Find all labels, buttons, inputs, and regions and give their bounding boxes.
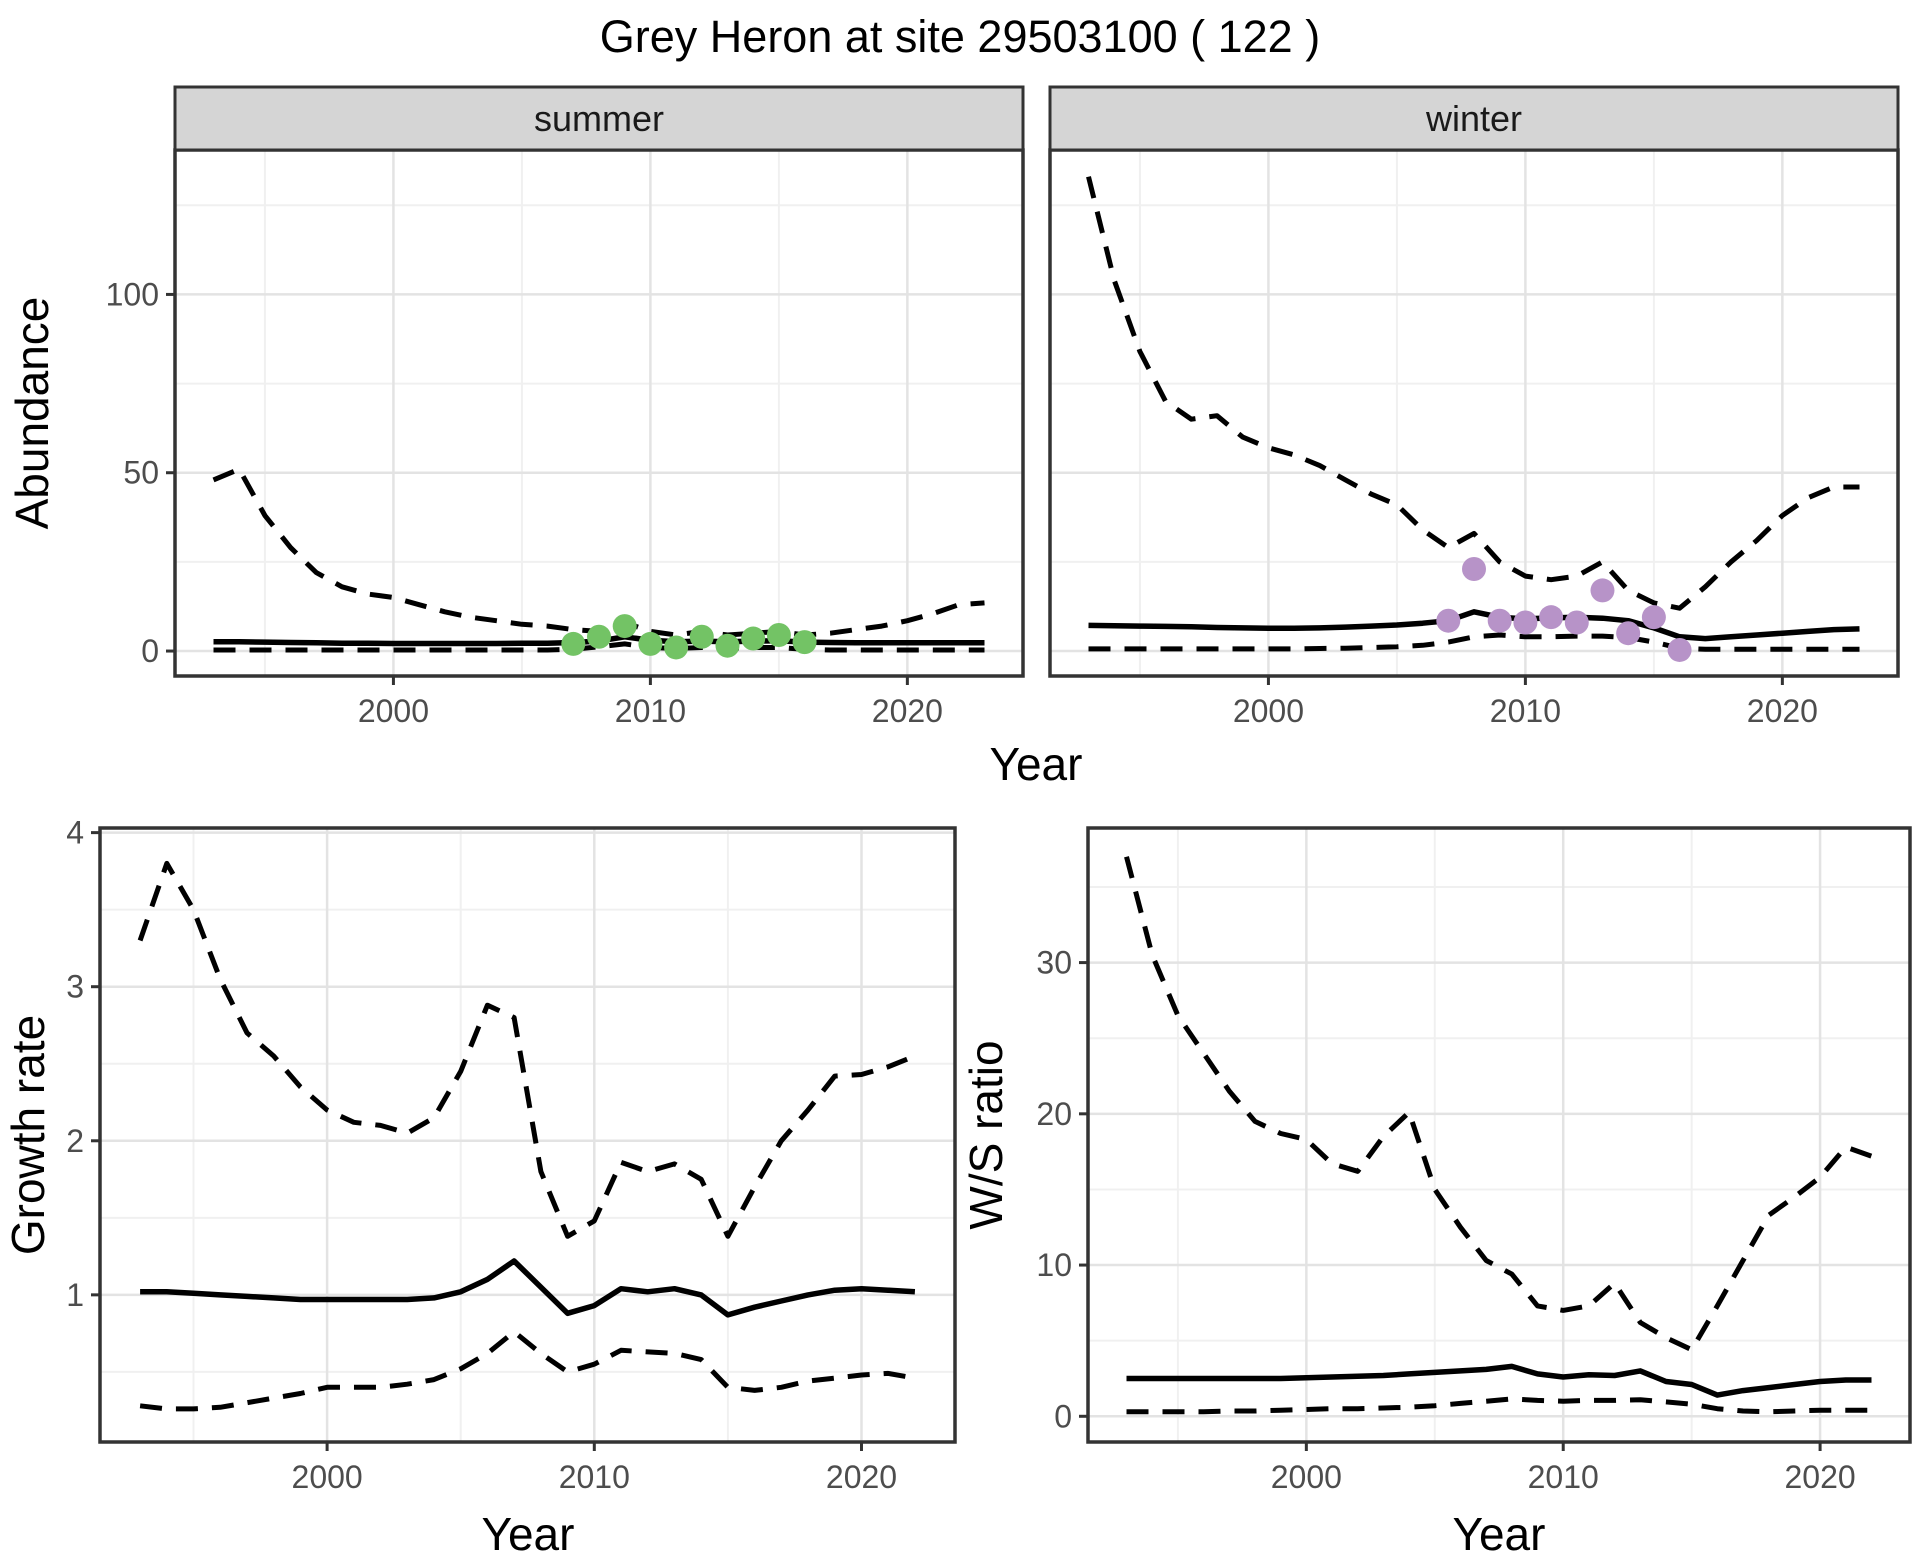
y-tick-label: 1 bbox=[66, 1277, 84, 1313]
series-lower-ci bbox=[213, 641, 985, 653]
y-tick-label: 30 bbox=[1036, 945, 1072, 981]
data-point-observed-summer bbox=[792, 630, 817, 655]
x-axis-title: Year bbox=[482, 1508, 575, 1560]
facet-strip-summer bbox=[173, 85, 1025, 152]
panel-background bbox=[100, 828, 955, 1442]
x-tick-label: 2000 bbox=[1271, 1459, 1342, 1495]
x-tick-label: 2000 bbox=[292, 1459, 363, 1495]
x-tick-label: 2020 bbox=[826, 1459, 897, 1495]
data-point-observed-winter bbox=[1436, 608, 1461, 633]
y-axis-title: Abundance bbox=[6, 297, 58, 530]
data-point-observed-winter bbox=[1616, 621, 1641, 646]
series-estimate bbox=[140, 1258, 916, 1318]
series-upper-ci bbox=[1086, 176, 1860, 611]
data-point-observed-winter bbox=[1641, 605, 1666, 630]
y-tick-label: 100 bbox=[106, 276, 159, 312]
x-tick-label: 2010 bbox=[1528, 1459, 1599, 1495]
data-point-observed-summer bbox=[664, 635, 689, 660]
y-tick-label: 0 bbox=[1054, 1398, 1072, 1434]
data-point-observed-summer bbox=[741, 626, 766, 651]
panel-border bbox=[98, 826, 957, 1444]
series-estimate bbox=[1088, 609, 1860, 642]
x-axis-title: Year bbox=[990, 738, 1083, 790]
series-lower-ci bbox=[1088, 632, 1860, 652]
y-tick-label: 3 bbox=[66, 969, 84, 1005]
y-tick-label: 10 bbox=[1036, 1247, 1072, 1283]
x-tick-label: 2020 bbox=[872, 693, 943, 729]
data-point-observed-winter bbox=[1513, 610, 1538, 635]
data-point-observed-summer bbox=[587, 624, 611, 649]
y-tick-label: 2 bbox=[66, 1123, 84, 1159]
panel-growth-rate: 2000 2010 2020 1 2 3 4 Growth rate Year bbox=[2, 815, 957, 1560]
x-tick-label: 2000 bbox=[358, 693, 429, 729]
chart-title: Grey Heron at site 29503100 ( 122 ) bbox=[600, 11, 1320, 62]
data-point-observed-winter bbox=[1667, 637, 1692, 662]
x-tick-label: 2010 bbox=[559, 1459, 630, 1495]
series-upper-ci bbox=[1124, 856, 1873, 1353]
series-lower-ci bbox=[139, 1329, 916, 1412]
y-tick-label: 50 bbox=[123, 455, 159, 491]
facet-strip-label: summer bbox=[534, 98, 664, 139]
facet-strip-label: winter bbox=[1425, 98, 1522, 139]
panel-background bbox=[1050, 150, 1898, 676]
data-point-observed-summer bbox=[561, 631, 586, 656]
y-axis-title: W/S ratio bbox=[960, 1040, 1012, 1229]
x-axis-title: Year bbox=[1453, 1508, 1546, 1560]
panel-border bbox=[1086, 826, 1912, 1444]
y-tick-label: 20 bbox=[1036, 1096, 1072, 1132]
series-upper-ci bbox=[137, 860, 916, 1239]
data-point-observed-winter bbox=[1462, 557, 1486, 582]
data-point-observed-winter bbox=[1564, 610, 1589, 635]
x-tick-label: 2010 bbox=[1490, 693, 1561, 729]
data-point-observed-summer bbox=[715, 633, 740, 658]
panel-abundance-winter: 2000 2010 2020 winter bbox=[1048, 85, 1900, 729]
data-point-observed-summer bbox=[612, 614, 637, 639]
data-point-observed-summer bbox=[766, 622, 791, 647]
x-tick-label: 2000 bbox=[1233, 693, 1304, 729]
y-tick-label: 0 bbox=[141, 633, 159, 669]
panel-abundance-summer: 2000 2010 2020 0 50 100 summer Abundance Year bbox=[6, 85, 1083, 790]
x-tick-label: 2010 bbox=[615, 693, 686, 729]
panel-ws-ratio: 2000 2010 2020 0 10 20 30 W/S ratio Year bbox=[960, 826, 1912, 1560]
data-point-observed-winter bbox=[1539, 605, 1564, 630]
series-lower-ci bbox=[1126, 1396, 1872, 1415]
y-axis-title: Growth rate bbox=[2, 1015, 54, 1255]
x-tick-label: 2020 bbox=[1747, 693, 1818, 729]
data-point-observed-winter bbox=[1487, 608, 1512, 633]
panel-background bbox=[175, 150, 1023, 676]
panel-background bbox=[1088, 828, 1910, 1442]
data-point-observed-summer bbox=[689, 624, 714, 649]
data-point-observed-winter bbox=[1590, 578, 1615, 603]
data-point-observed-summer bbox=[638, 631, 663, 656]
facet-strip-winter bbox=[1048, 85, 1900, 152]
series-estimate bbox=[1126, 1363, 1872, 1398]
x-tick-label: 2020 bbox=[1785, 1459, 1856, 1495]
y-tick-label: 4 bbox=[66, 815, 84, 851]
